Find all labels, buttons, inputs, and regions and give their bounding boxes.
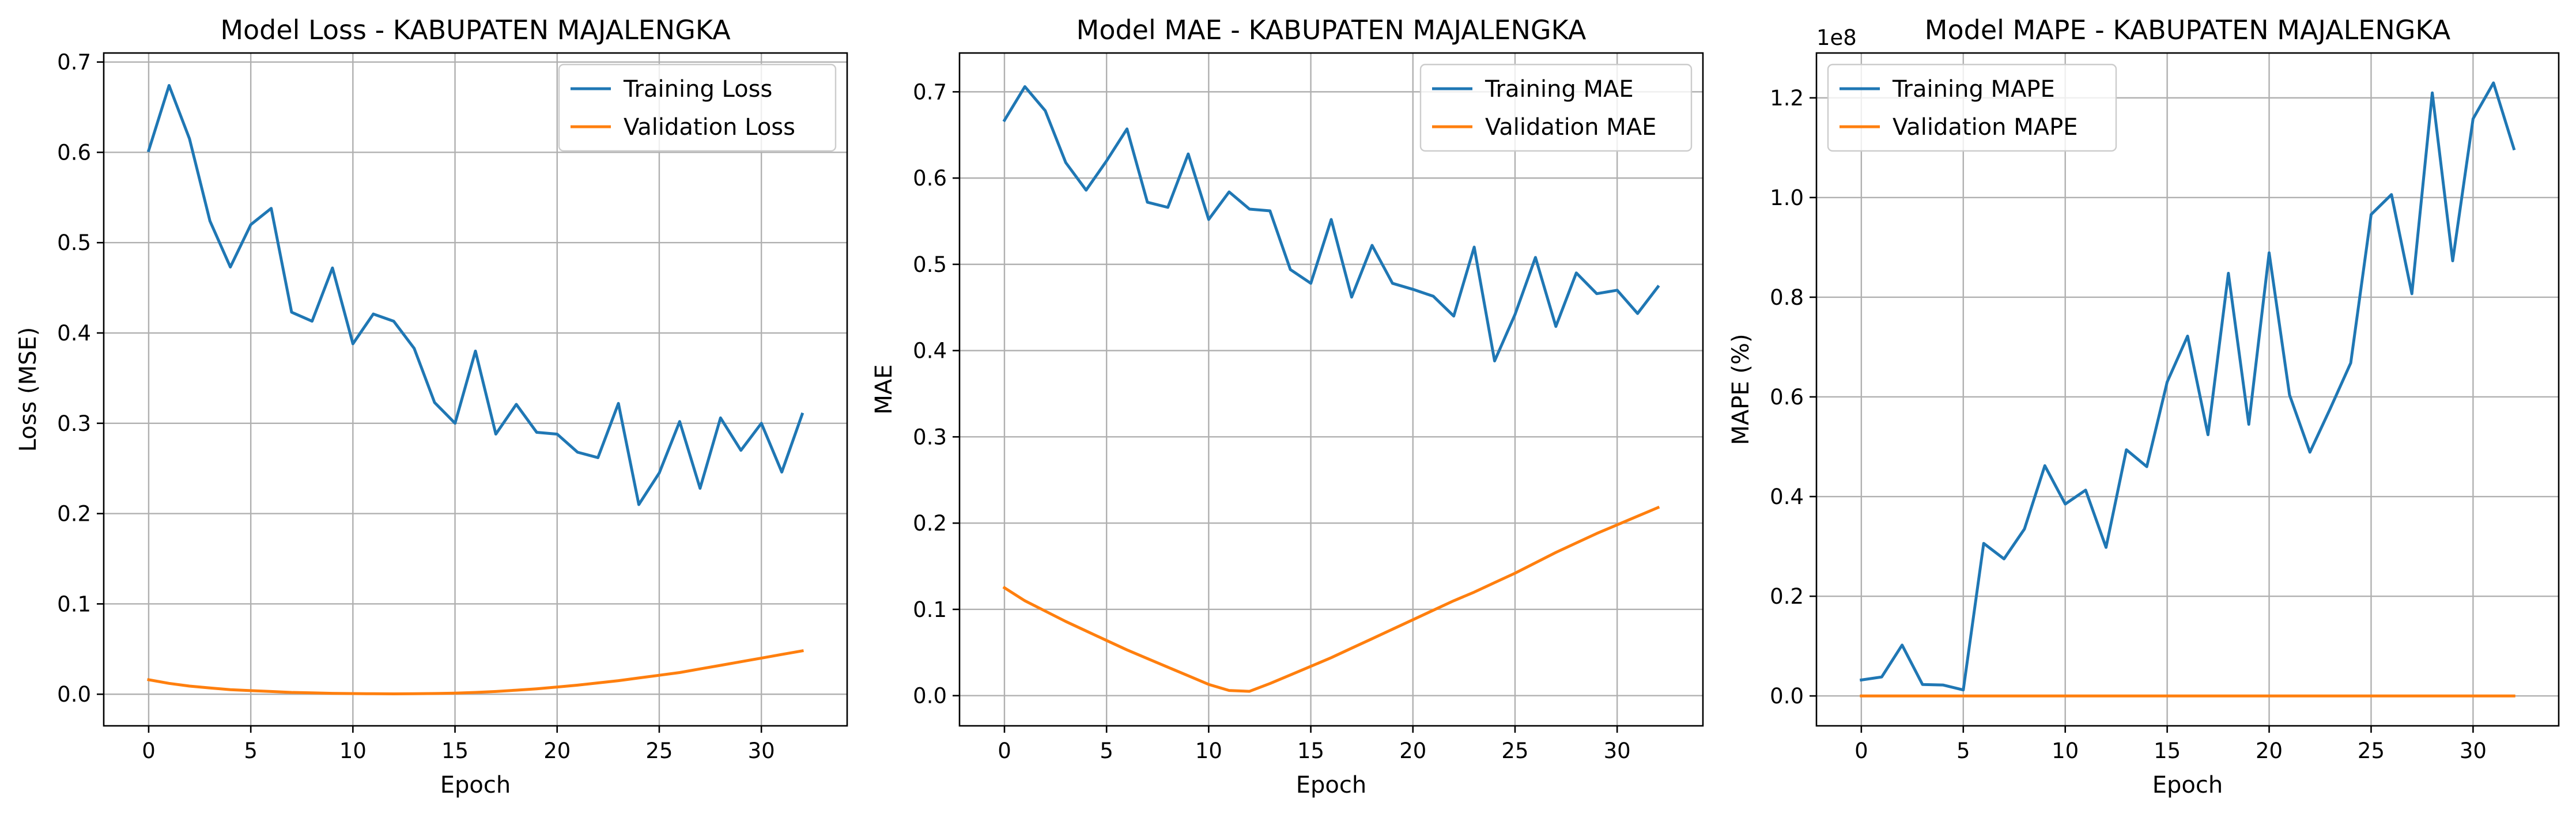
- y-tick-label: 0.1: [913, 597, 947, 622]
- y-tick-label: 0.5: [913, 252, 947, 277]
- x-tick-label: 30: [748, 739, 775, 763]
- x-tick-label: 15: [441, 739, 469, 763]
- x-axis-label: Epoch: [440, 772, 511, 798]
- legend: Training MAPE Validation MAPE: [1827, 63, 2117, 152]
- x-tick-label: 25: [645, 739, 673, 763]
- y-tick-label: 0.6: [57, 140, 91, 165]
- y-tick-label: 0.4: [913, 339, 947, 363]
- series-line-training-loss: [146, 84, 804, 506]
- legend-label: Validation MAE: [1485, 114, 1656, 141]
- series-line-validation-mae: [1002, 505, 1660, 693]
- x-tick-label: 10: [339, 739, 367, 763]
- y-tick-label: 0.6: [1770, 385, 1804, 410]
- legend-label: Training MAPE: [1892, 76, 2055, 103]
- legend-label: Training Loss: [623, 76, 772, 103]
- x-tick-label: 20: [1399, 739, 1426, 763]
- x-tick-label: 0: [998, 739, 1011, 763]
- axes-frame: [1815, 52, 2560, 727]
- legend-box: [1827, 63, 2117, 152]
- x-tick-label: 20: [2256, 739, 2283, 763]
- legend-label: Validation Loss: [624, 114, 795, 141]
- x-tick-label: 5: [1100, 739, 1113, 763]
- y-tick-label: 0.7: [913, 79, 947, 104]
- y-tick-label: 0.7: [57, 50, 91, 75]
- chart-title: Model Loss - KABUPATEN MAJALENGKA: [220, 14, 731, 46]
- y-tick-label: 0.0: [1770, 684, 1804, 709]
- x-tick-label: 20: [543, 739, 571, 763]
- y-tick-label: 0.8: [1770, 285, 1804, 310]
- chart-panel-3: 0 5 10 15 20 25 30 0.0 0.2 0.4 0.6 0.8 1.0 1.2 1e8 Mode…: [1728, 14, 2560, 798]
- series-line-training-mape: [1859, 81, 2516, 692]
- legend-label: Validation MAPE: [1893, 114, 2078, 141]
- x-axis-label: Epoch: [2152, 772, 2223, 798]
- x-tick-label: 25: [1501, 739, 1528, 763]
- y-tick-label: 0.0: [57, 682, 91, 707]
- chart-title: Model MAPE - KABUPATEN MAJALENGKA: [1925, 14, 2451, 46]
- y-tick-label: 0.3: [57, 411, 91, 436]
- x-tick-label: 15: [1297, 739, 1324, 763]
- legend-label: Training MAE: [1485, 76, 1634, 103]
- y-axis-label: MAE: [871, 364, 897, 414]
- y-tick-label: 0.5: [57, 230, 91, 255]
- y-axis-offset-text: 1e8: [1816, 25, 1857, 50]
- series-line-validation-loss: [147, 649, 804, 695]
- y-tick-label: 0.4: [1770, 484, 1804, 509]
- y-tick-label: 0.3: [913, 425, 947, 449]
- legend: Training Loss Validation Loss: [558, 63, 837, 152]
- y-axis-label: Loss (MSE): [15, 327, 41, 452]
- y-tick-label: 0.4: [57, 321, 91, 346]
- y-axis-label: MAPE (%): [1728, 334, 1754, 445]
- y-tick-label: 0.2: [1770, 584, 1804, 609]
- axes-frame: [958, 52, 1704, 727]
- x-tick-label: 5: [1956, 739, 1970, 763]
- chart-panel-2: 0 5 10 15 20 25 30 0.0 0.1 0.2 0.3 0.4 0.5 0.6 0.7 Mode…: [871, 14, 1704, 798]
- x-tick-label: 0: [1854, 739, 1868, 763]
- y-tick-label: 0.2: [913, 511, 947, 536]
- x-tick-label: 15: [2154, 739, 2181, 763]
- series-line-training-mae: [1002, 85, 1660, 363]
- legend-box: [1419, 63, 1693, 152]
- x-tick-label: 10: [1195, 739, 1222, 763]
- x-tick-label: 0: [142, 739, 156, 763]
- y-tick-label: 0.1: [57, 592, 91, 616]
- y-tick-label: 0.2: [57, 502, 91, 527]
- y-tick-label: 1.0: [1770, 185, 1804, 210]
- x-tick-label: 30: [1604, 739, 1631, 763]
- legend-box: [558, 63, 837, 152]
- chart-panel-1: 0 5 10 15 20 25 30 0.0 0.1 0.2 0.3 0.4 0.5 0.6 0.7 Mode…: [15, 14, 848, 798]
- x-axis-label: Epoch: [1296, 772, 1366, 798]
- y-tick-label: 0.0: [913, 684, 947, 709]
- legend: Training MAE Validation MAE: [1419, 63, 1693, 152]
- x-tick-label: 10: [2052, 739, 2079, 763]
- y-tick-label: 1.2: [1770, 86, 1804, 111]
- x-tick-label: 25: [2358, 739, 2385, 763]
- x-tick-label: 30: [2460, 739, 2487, 763]
- x-tick-label: 5: [244, 739, 258, 763]
- axes-frame: [103, 52, 848, 727]
- chart-title: Model MAE - KABUPATEN MAJALENGKA: [1077, 14, 1587, 46]
- y-tick-label: 0.6: [913, 166, 947, 191]
